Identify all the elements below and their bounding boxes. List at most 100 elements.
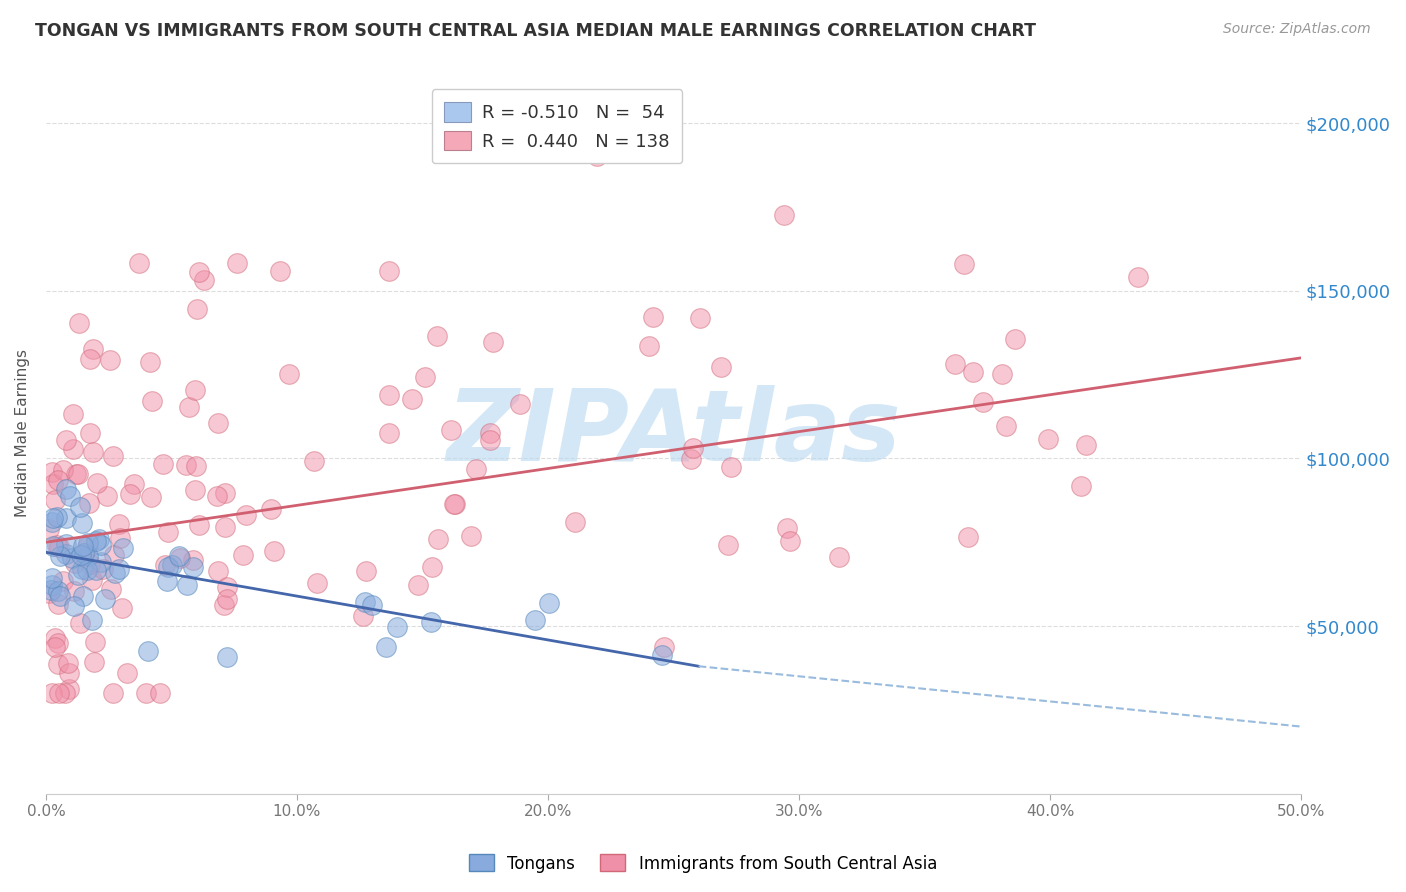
Point xyxy=(52,463,75,477)
Point xyxy=(58,666,80,681)
Point xyxy=(101,686,124,700)
Point xyxy=(641,310,664,324)
Point xyxy=(689,310,711,325)
Point xyxy=(183,383,205,397)
Point xyxy=(972,395,994,409)
Point xyxy=(710,360,733,375)
Point xyxy=(353,595,375,609)
Point xyxy=(207,417,229,431)
Point xyxy=(479,425,502,440)
Point xyxy=(263,544,285,558)
Point xyxy=(60,550,83,565)
Point xyxy=(46,657,69,671)
Point xyxy=(720,459,742,474)
Point xyxy=(76,540,98,554)
Point xyxy=(55,547,77,561)
Point xyxy=(385,620,408,634)
Point xyxy=(419,615,441,629)
Point xyxy=(79,496,101,510)
Point xyxy=(260,502,283,516)
Point xyxy=(509,397,531,411)
Point xyxy=(80,613,103,627)
Point xyxy=(108,562,131,576)
Point xyxy=(995,418,1018,433)
Point xyxy=(49,549,72,563)
Point xyxy=(38,522,60,536)
Point xyxy=(62,407,84,421)
Point xyxy=(235,508,257,522)
Point xyxy=(72,539,94,553)
Point xyxy=(681,451,703,466)
Point xyxy=(152,457,174,471)
Point xyxy=(215,649,238,664)
Point xyxy=(181,553,204,567)
Point xyxy=(773,208,796,222)
Point xyxy=(426,329,449,343)
Point xyxy=(139,355,162,369)
Point xyxy=(184,483,207,497)
Point xyxy=(41,578,63,592)
Point xyxy=(90,538,112,552)
Point xyxy=(70,549,93,563)
Point xyxy=(564,515,586,529)
Point xyxy=(167,549,190,563)
Point xyxy=(174,458,197,472)
Point xyxy=(46,635,69,649)
Point xyxy=(80,574,103,588)
Point xyxy=(401,392,423,407)
Point xyxy=(187,265,209,279)
Point xyxy=(84,534,107,549)
Point xyxy=(141,393,163,408)
Point xyxy=(482,335,505,350)
Point xyxy=(193,273,215,287)
Point xyxy=(128,256,150,270)
Point xyxy=(186,458,208,473)
Point xyxy=(354,564,377,578)
Point xyxy=(652,640,675,655)
Point xyxy=(90,555,112,569)
Point xyxy=(427,532,450,546)
Point xyxy=(103,548,125,562)
Point xyxy=(779,533,801,548)
Point xyxy=(638,339,661,353)
Point xyxy=(214,486,236,500)
Point xyxy=(76,549,98,563)
Point xyxy=(79,351,101,366)
Point xyxy=(55,482,77,496)
Point xyxy=(41,515,63,529)
Point xyxy=(186,302,208,317)
Point xyxy=(46,509,69,524)
Point xyxy=(413,370,436,384)
Point xyxy=(110,531,132,545)
Point xyxy=(100,582,122,597)
Point xyxy=(76,563,98,577)
Point xyxy=(83,635,105,649)
Point xyxy=(108,516,131,531)
Point xyxy=(38,586,60,600)
Point xyxy=(374,640,396,654)
Point xyxy=(55,434,77,448)
Point xyxy=(156,574,179,588)
Point xyxy=(67,317,90,331)
Point xyxy=(215,580,238,594)
Point xyxy=(378,425,401,440)
Point xyxy=(70,562,93,576)
Point xyxy=(46,584,69,599)
Point xyxy=(111,541,134,555)
Point xyxy=(41,686,63,700)
Point xyxy=(63,583,86,598)
Point xyxy=(269,264,291,278)
Point xyxy=(1076,438,1098,452)
Point xyxy=(212,598,235,612)
Point xyxy=(41,465,63,479)
Legend: R = -0.510   N =  54, R =  0.440   N = 138: R = -0.510 N = 54, R = 0.440 N = 138 xyxy=(432,89,682,163)
Point xyxy=(66,568,89,582)
Point xyxy=(1004,332,1026,346)
Point xyxy=(110,600,132,615)
Point xyxy=(42,539,65,553)
Text: Source: ZipAtlas.com: Source: ZipAtlas.com xyxy=(1223,22,1371,37)
Point xyxy=(352,609,374,624)
Point xyxy=(84,563,107,577)
Point xyxy=(58,657,80,671)
Point xyxy=(115,665,138,680)
